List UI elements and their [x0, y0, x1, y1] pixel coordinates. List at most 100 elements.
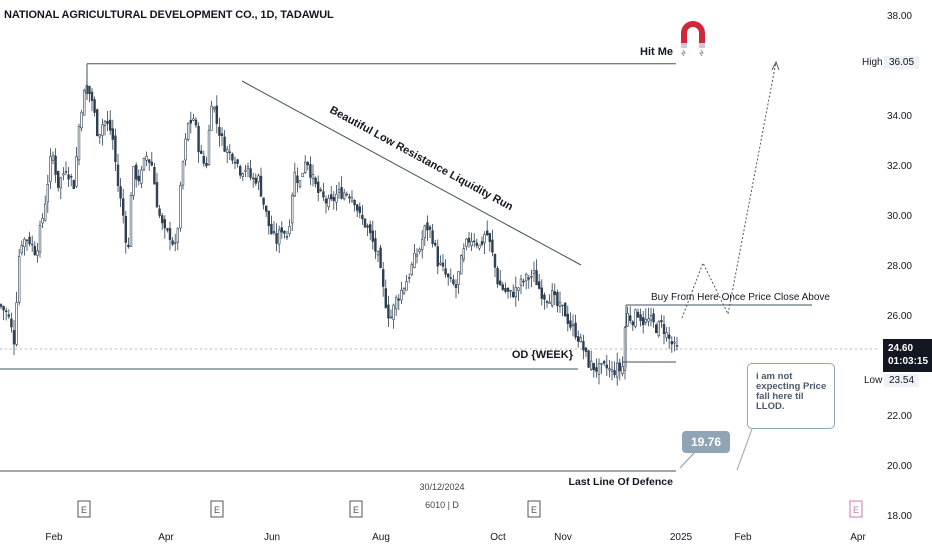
candle-body [51, 154, 55, 161]
candle-body [116, 164, 120, 187]
candle-body [641, 317, 645, 326]
candle-body [670, 341, 674, 345]
candle-body [597, 363, 601, 375]
candle-body [158, 208, 161, 216]
candle-body [366, 225, 369, 228]
candle-body [161, 215, 164, 224]
candle-body [309, 164, 312, 178]
candle-body [239, 166, 242, 176]
candle-body [280, 227, 283, 233]
candle-body [368, 224, 372, 234]
candle-body [15, 302, 18, 345]
candle-body [363, 218, 367, 228]
candle-body [288, 226, 291, 235]
od-week-label: OD {WEEK} [512, 349, 574, 361]
candle-body [371, 230, 374, 242]
candle-body [478, 244, 481, 249]
earnings-marker [527, 500, 541, 518]
callout-pointer [736, 428, 753, 471]
candle-body [332, 197, 335, 201]
trendline-label: Beautiful Low Resistance Liquidity Run [328, 104, 516, 213]
llod-label: Last Line Of Defence [569, 476, 674, 488]
candle-body [218, 126, 221, 136]
y-tick-label: 20.00 [887, 461, 912, 472]
candle-body [10, 318, 13, 328]
y-tick-label: 22.00 [887, 411, 912, 422]
candle-body [452, 279, 455, 285]
projection-arrowhead [771, 60, 780, 71]
candle-body [433, 242, 437, 246]
candle-body [465, 238, 468, 247]
candle-body [41, 217, 44, 224]
candle-body [192, 118, 195, 121]
candle-body [394, 297, 398, 310]
candle-body [335, 193, 338, 203]
candle-body [600, 363, 603, 365]
hit-me-label: Hit Me [640, 46, 673, 58]
candle-body [106, 120, 109, 124]
trendline [241, 80, 582, 266]
date-label: 30/12/2024 [419, 482, 464, 492]
candle-body [62, 173, 65, 176]
candle-body [649, 315, 653, 321]
candle-body [498, 280, 502, 286]
candle-body [350, 197, 354, 202]
candle-body [602, 361, 606, 364]
candle-body [314, 177, 317, 185]
candle-body [457, 271, 460, 285]
candle-body [524, 273, 528, 282]
candle-body [49, 156, 52, 182]
candle-body [592, 363, 596, 371]
candle-body [168, 228, 172, 240]
candle-body [119, 186, 122, 199]
candle-body [254, 177, 257, 184]
candle-body [316, 181, 320, 193]
candle-body [124, 215, 128, 243]
candle-body [397, 298, 400, 301]
candle-body [574, 322, 577, 338]
candle-body [506, 287, 510, 292]
x-tick-label: Oct [490, 532, 506, 543]
candle-body [33, 245, 37, 256]
candle-body [647, 318, 650, 322]
x-tick-label: Nov [554, 532, 572, 543]
candle-body [329, 194, 333, 200]
candle-body [472, 240, 476, 243]
earnings-marker [210, 500, 224, 518]
candle-body [470, 240, 473, 246]
candle-body [410, 264, 413, 275]
candle-body [496, 268, 499, 285]
candle-body [571, 324, 575, 326]
candle-body [444, 268, 447, 275]
candle-body [293, 171, 296, 197]
y-tick-label: 18.00 [887, 511, 912, 522]
candle-body [558, 301, 562, 307]
candle-body [88, 85, 91, 95]
candle-body [38, 225, 42, 253]
candle-body [579, 337, 583, 343]
candle-body [405, 281, 408, 291]
candle-body [189, 119, 192, 124]
candle-body [431, 230, 434, 244]
candle-body [439, 262, 442, 265]
candle-body [179, 185, 182, 229]
candle-body [241, 173, 244, 177]
candle-body [176, 228, 179, 243]
candle-body [12, 330, 16, 345]
candle-body [345, 193, 348, 196]
high-value: 36.05 [884, 56, 920, 69]
candle-body [306, 161, 309, 166]
candle-body [423, 225, 426, 238]
candle-body [17, 256, 21, 303]
candle-body [75, 156, 78, 187]
candle-body [83, 90, 86, 116]
candle-body [137, 175, 140, 182]
candle-body [0, 304, 3, 307]
candle-body [231, 153, 234, 161]
buy-label: Buy From Here Once Price Close Above [651, 292, 830, 303]
candle-body [98, 134, 102, 138]
x-tick-label: Apr [850, 532, 866, 543]
y-tick-label: 28.00 [887, 261, 912, 272]
